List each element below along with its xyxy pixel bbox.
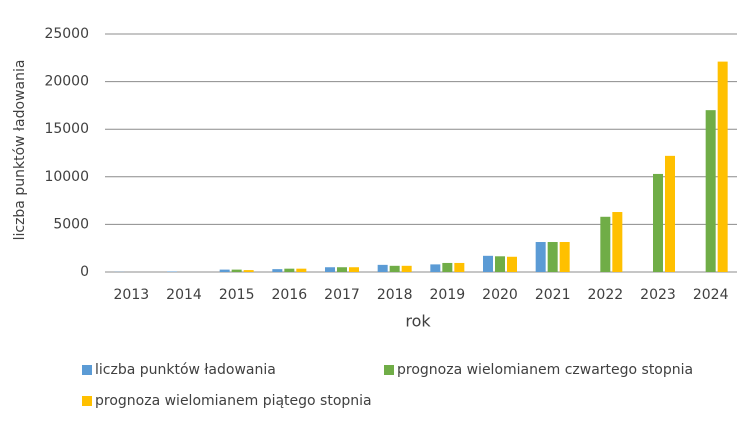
bar	[219, 269, 230, 272]
x-tick-label: 2022	[588, 287, 624, 303]
legend-swatch	[82, 396, 92, 406]
legend-label: prognoza wielomianem czwartego stopnia	[397, 362, 693, 378]
x-tick-label: 2015	[219, 287, 255, 303]
x-tick-label: 2017	[324, 287, 360, 303]
bar	[430, 264, 441, 272]
y-tick-label: 20000	[44, 74, 89, 90]
bar	[389, 265, 400, 272]
y-tick-label: 10000	[44, 169, 89, 185]
y-tick-label: 15000	[44, 121, 89, 137]
bar	[653, 173, 663, 272]
x-tick-label: 2018	[377, 287, 413, 303]
legend-swatch	[384, 365, 394, 375]
bar	[559, 242, 570, 272]
bar	[442, 262, 453, 272]
bar	[495, 256, 505, 272]
bar	[600, 216, 611, 272]
bar	[377, 264, 388, 272]
bar	[231, 269, 242, 272]
x-axis-title: rok	[405, 312, 431, 331]
bar	[243, 270, 254, 272]
bar	[296, 268, 307, 272]
x-tick-label: 2013	[114, 287, 150, 303]
x-tick-label: 2020	[482, 287, 518, 303]
x-tick-label: 2024	[693, 287, 729, 303]
y-tick-label: 25000	[44, 26, 89, 42]
y-axis-title: liczba punktów ładowania	[12, 60, 28, 241]
bar	[454, 262, 465, 272]
legend-label: liczba punktów ładowania	[95, 362, 276, 378]
x-tick-label: 2016	[272, 287, 308, 303]
bar	[272, 269, 283, 272]
bar	[507, 256, 517, 272]
bar	[349, 267, 359, 272]
bar	[612, 212, 623, 272]
bar	[483, 255, 493, 272]
y-tick-label: 5000	[53, 216, 89, 232]
bar	[535, 242, 546, 272]
bar	[284, 268, 295, 272]
x-tick-label: 2019	[430, 287, 466, 303]
legend-label: prognoza wielomianem piątego stopnia	[95, 393, 372, 409]
bar	[665, 155, 675, 272]
bar	[325, 267, 335, 272]
legend-swatch	[82, 365, 92, 375]
x-tick-label: 2021	[535, 287, 571, 303]
bar	[717, 61, 728, 272]
bar	[705, 110, 716, 272]
x-tick-label: 2023	[640, 287, 676, 303]
bar	[547, 242, 558, 272]
bar	[401, 265, 412, 272]
y-tick-label: 0	[80, 264, 89, 280]
x-tick-label: 2014	[166, 287, 202, 303]
bar	[337, 267, 347, 272]
